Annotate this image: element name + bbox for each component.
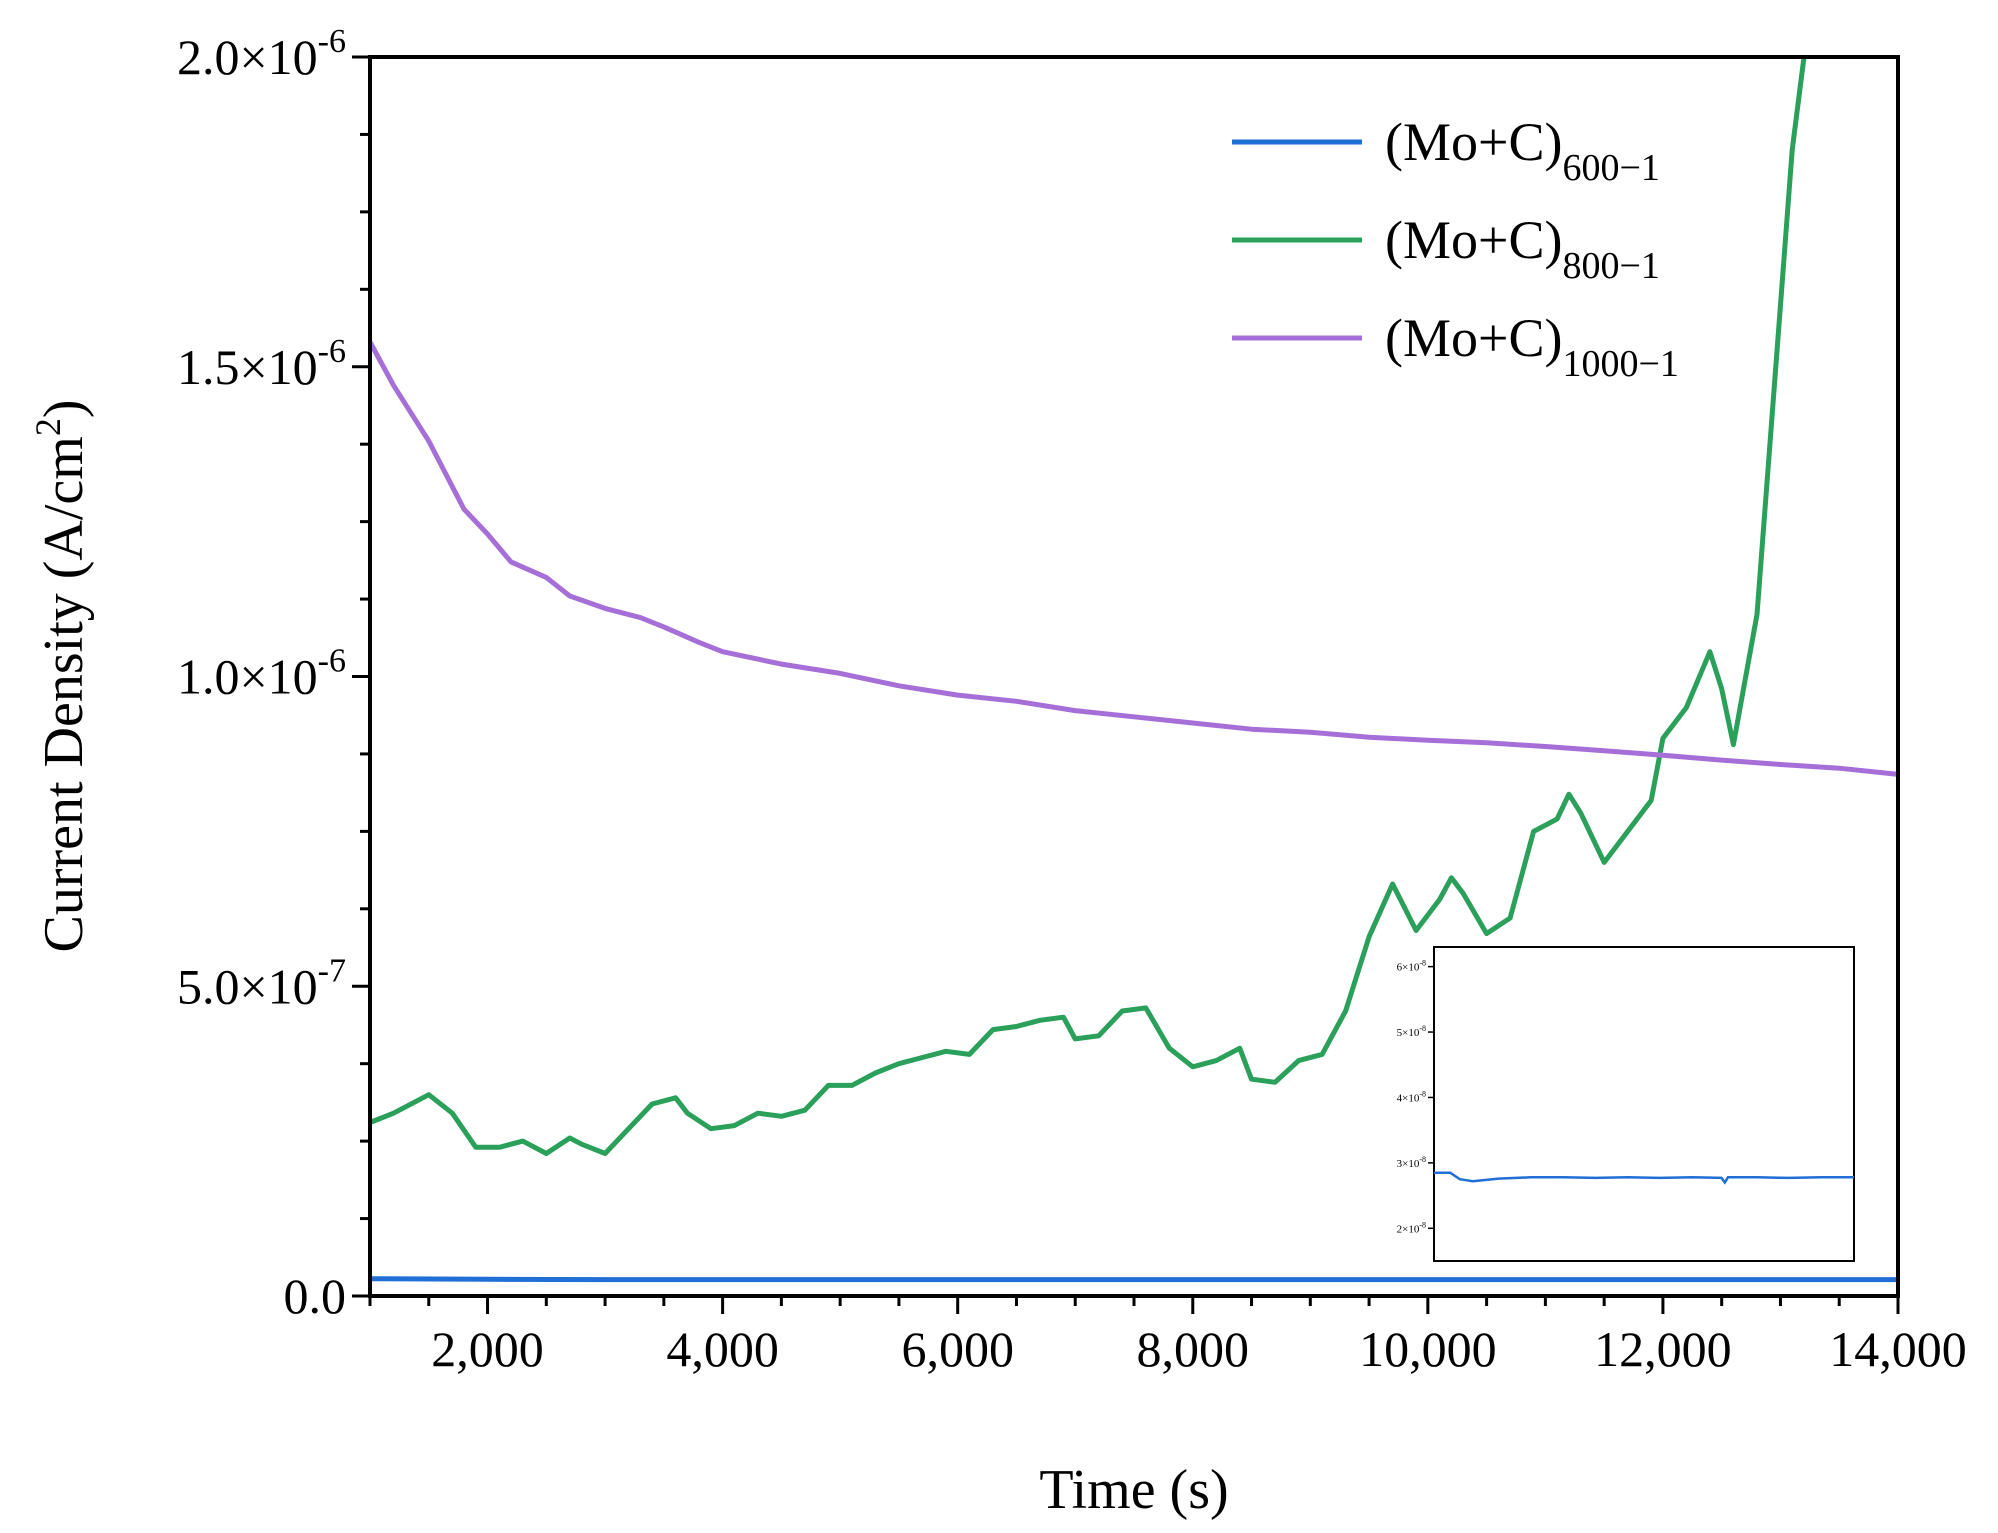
inset-y-tick-label: 4×10-8	[1397, 1089, 1426, 1104]
y-axis: 0.0 5.0×10-7 1.0×10-6 1.5×10-6 2.0×10-6	[177, 23, 370, 1324]
legend-label-0: (Mo+C)600−1	[1385, 112, 1660, 189]
x-tick-label: 2,000	[431, 1321, 544, 1377]
x-axis: 2,000 4,000 6,000 8,000 10,000 12,000 14,000	[368, 1296, 1967, 1377]
x-tick-label: 4,000	[666, 1321, 779, 1377]
inset-y-tick-label: 6×10-8	[1397, 959, 1426, 974]
series-line-1	[369, 56, 1807, 1156]
inset-y-tick-label: 3×10-8	[1397, 1155, 1426, 1170]
inset-chart: 2×10-8 3×10-8 4×10-8 5×10-8 6×10-8	[1397, 946, 1855, 1262]
x-tick-label: 10,000	[1359, 1321, 1497, 1377]
y-tick-label: 2.0×10-6	[177, 23, 346, 85]
inset-y-tick-label: 2×10-8	[1397, 1220, 1426, 1235]
legend-label-2: (Mo+C)1000−1	[1385, 308, 1679, 385]
inset-y-axis: 2×10-8 3×10-8 4×10-8 5×10-8 6×10-8	[1397, 959, 1434, 1235]
y-tick-label: 1.5×10-6	[177, 333, 346, 395]
x-tick-label: 6,000	[901, 1321, 1014, 1377]
legend: (Mo+C)600−1 (Mo+C)800−1 (Mo+C)1000−1	[1232, 112, 1679, 385]
y-axis-title-main: Current Density (A/cm	[33, 436, 95, 952]
y-axis-title-sup: 2	[28, 418, 68, 436]
x-tick-label: 12,000	[1594, 1321, 1732, 1377]
plot-lines	[367, 56, 1899, 1283]
x-tick-label: 8,000	[1137, 1321, 1250, 1377]
inset-series-line	[1434, 1171, 1854, 1185]
x-tick-label: 14,000	[1829, 1321, 1967, 1377]
y-axis-title: Current Density (A/cm2)	[28, 400, 95, 953]
inset-lines	[1434, 1171, 1854, 1185]
y-tick-label: 5.0×10-7	[177, 952, 346, 1014]
inset-frame	[1433, 946, 1855, 1262]
inset-y-tick-label: 5×10-8	[1397, 1024, 1426, 1039]
y-tick-label: 0.0	[284, 1268, 347, 1324]
series-line-2	[367, 340, 1899, 777]
series-line-0	[369, 1276, 1898, 1283]
legend-label-1: (Mo+C)800−1	[1385, 210, 1660, 287]
x-axis-title: Time (s)	[1039, 1459, 1228, 1521]
y-axis-title-close: )	[33, 400, 95, 419]
y-tick-label: 1.0×10-6	[177, 643, 346, 705]
